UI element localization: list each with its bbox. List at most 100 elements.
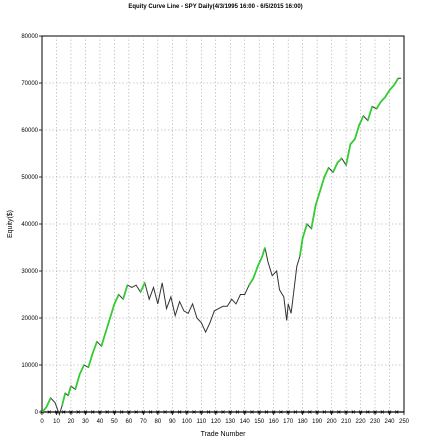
x-tick-label: 50 bbox=[111, 419, 118, 425]
baseline-marker bbox=[329, 410, 334, 414]
new-high-segment bbox=[349, 138, 356, 145]
equity-line bbox=[41, 77, 402, 416]
x-tick-label: 130 bbox=[225, 419, 236, 425]
new-high-segment bbox=[139, 282, 146, 293]
baseline-marker bbox=[373, 410, 377, 414]
baseline-marker bbox=[308, 410, 312, 414]
baseline-marker bbox=[134, 410, 138, 414]
baseline-marker bbox=[185, 410, 189, 414]
new-high-segment bbox=[366, 106, 374, 121]
baseline-marker bbox=[192, 410, 196, 414]
x-tick-label: 250 bbox=[399, 419, 410, 425]
tick-layer: 0 10 20 30 40 50 60 70 80 90 100 110 120 130 140 150 160… bbox=[21, 34, 409, 425]
new-high-segment bbox=[319, 176, 326, 192]
baseline-marker bbox=[83, 410, 88, 414]
baseline-marker bbox=[315, 410, 319, 414]
baseline-marker bbox=[214, 410, 218, 414]
baseline-marker bbox=[351, 410, 356, 414]
new-high-segment bbox=[358, 115, 365, 126]
x-tick-label: 0 bbox=[40, 419, 44, 425]
baseline-marker bbox=[177, 410, 182, 414]
baseline-marker bbox=[279, 410, 283, 414]
baseline-marker bbox=[119, 410, 124, 414]
x-tick-label: 150 bbox=[254, 419, 265, 425]
baseline-marker bbox=[395, 410, 399, 414]
x-tick-label: 60 bbox=[126, 419, 133, 425]
new-high-segment bbox=[78, 364, 85, 375]
new-high-segment bbox=[336, 157, 343, 164]
new-high-segment bbox=[323, 167, 330, 178]
baseline-marker bbox=[62, 410, 66, 414]
baseline-marker bbox=[206, 410, 211, 414]
x-tick-label: 210 bbox=[341, 419, 352, 425]
new-high-segment bbox=[252, 265, 259, 279]
baseline-marker bbox=[141, 410, 146, 414]
x-tick-label: 190 bbox=[312, 419, 323, 425]
y-tick-label: 60000 bbox=[21, 128, 38, 134]
baseline-marker bbox=[54, 410, 59, 414]
baseline-marker bbox=[148, 410, 153, 414]
new-high-segment bbox=[314, 190, 321, 206]
x-tick-label: 180 bbox=[298, 419, 309, 425]
new-high-segment bbox=[45, 397, 52, 408]
baseline-marker bbox=[76, 410, 80, 414]
baseline-marker bbox=[358, 410, 363, 414]
chart-title: Equity Curve Line - SPY Daily(4/3/1995 1… bbox=[128, 4, 303, 10]
baseline-marker bbox=[69, 410, 73, 414]
new-high-segment bbox=[109, 303, 116, 319]
baseline-marker bbox=[235, 410, 240, 414]
baseline-marker bbox=[337, 410, 341, 414]
x-tick-label: 30 bbox=[82, 419, 89, 425]
baseline-marker bbox=[366, 410, 370, 414]
new-high-segment bbox=[298, 237, 304, 258]
new-high-segment bbox=[261, 247, 266, 258]
baseline-marker bbox=[112, 410, 117, 414]
x-axis-label: Trade Number bbox=[201, 431, 247, 438]
y-tick-label: 40000 bbox=[21, 222, 38, 228]
new-high-markers bbox=[41, 77, 399, 413]
new-high-segment bbox=[375, 101, 382, 110]
new-high-segment bbox=[388, 84, 395, 91]
baseline-marker bbox=[322, 410, 327, 414]
x-tick-label: 220 bbox=[356, 419, 367, 425]
new-high-segment bbox=[301, 223, 308, 239]
baseline-marker bbox=[293, 410, 298, 414]
baseline-marker bbox=[127, 410, 131, 414]
y-tick-label: 30000 bbox=[21, 269, 38, 275]
baseline-marker bbox=[344, 410, 348, 414]
x-tick-label: 140 bbox=[240, 419, 251, 425]
new-high-segment bbox=[380, 96, 386, 103]
new-high-segment bbox=[345, 143, 352, 166]
x-tick-label: 40 bbox=[97, 419, 104, 425]
baseline-marker bbox=[90, 410, 95, 414]
baseline-marker bbox=[170, 410, 175, 414]
baseline-marker bbox=[199, 410, 203, 414]
plot-frame bbox=[41, 35, 405, 413]
y-tick-label: 50000 bbox=[21, 175, 38, 181]
new-high-segment bbox=[384, 89, 391, 98]
x-tick-label: 100 bbox=[182, 419, 193, 425]
new-high-segment bbox=[332, 162, 339, 173]
baseline-marker bbox=[257, 410, 261, 414]
y-tick-label: 0 bbox=[35, 410, 39, 416]
baseline-marker bbox=[300, 410, 305, 414]
y-tick-label: 20000 bbox=[21, 316, 38, 322]
baseline-marker bbox=[105, 410, 109, 414]
x-tick-label: 10 bbox=[53, 419, 60, 425]
x-tick-label: 230 bbox=[370, 419, 381, 425]
x-tick-label: 120 bbox=[211, 419, 222, 425]
baseline-marker bbox=[380, 410, 384, 414]
new-high-segment bbox=[91, 341, 98, 354]
y-tick-label: 70000 bbox=[21, 81, 38, 87]
baseline-marker bbox=[156, 410, 160, 414]
new-high-segment bbox=[113, 294, 120, 305]
new-high-segment bbox=[122, 284, 129, 300]
baseline-marker bbox=[228, 410, 232, 414]
x-tick-label: 90 bbox=[169, 419, 176, 425]
x-tick-label: 170 bbox=[283, 419, 294, 425]
baseline-marker bbox=[47, 410, 51, 414]
new-high-segment bbox=[248, 277, 255, 286]
baseline-marker bbox=[286, 410, 290, 414]
x-tick-label: 70 bbox=[140, 419, 147, 425]
